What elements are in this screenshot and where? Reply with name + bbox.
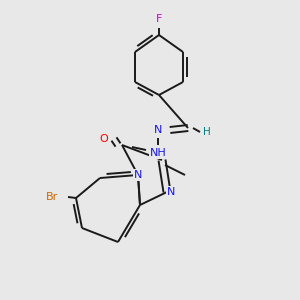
Text: F: F	[156, 14, 162, 24]
Text: N: N	[134, 170, 142, 180]
Text: Br: Br	[46, 192, 58, 202]
Text: NH: NH	[150, 148, 166, 158]
Text: H: H	[203, 127, 211, 137]
Text: N: N	[154, 125, 162, 135]
Text: N: N	[167, 187, 175, 197]
Text: O: O	[100, 134, 108, 144]
